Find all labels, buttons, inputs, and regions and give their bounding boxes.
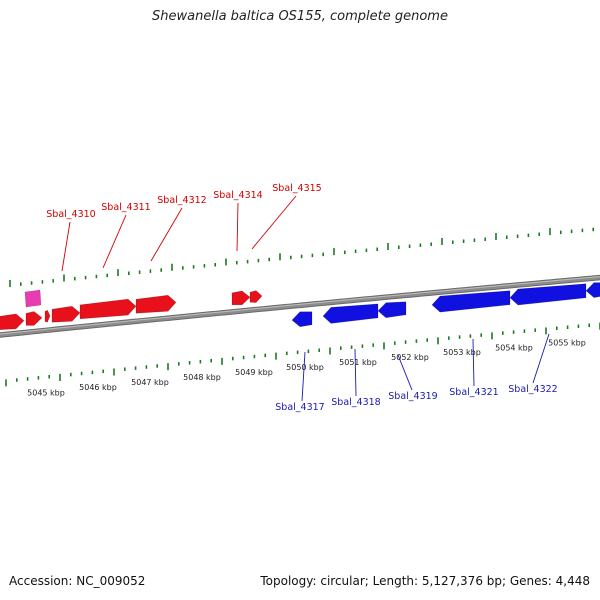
scale-label: 5047 kbp <box>131 378 169 387</box>
gene-label: Sbal_4322 <box>508 384 557 395</box>
backbone-line <box>0 275 600 337</box>
gene-label: Sbal_4310 <box>46 209 95 220</box>
inner-tick-track <box>5 322 600 387</box>
scale-label: 5046 kbp <box>79 383 117 392</box>
leader-line <box>472 338 475 387</box>
forward-gene-arrow <box>249 290 263 303</box>
label-leader-lines <box>61 195 550 402</box>
gene-label: Sbal_4312 <box>157 195 206 206</box>
scale-label: 5045 kbp <box>27 388 65 397</box>
leader-line <box>251 195 297 250</box>
forward-gene-arrow <box>79 298 137 320</box>
leader-line <box>354 348 357 397</box>
leader-line <box>301 351 306 402</box>
forward-gene-arrow <box>51 305 81 323</box>
reverse-gene-arrow <box>509 283 587 306</box>
forward-gene-arrow <box>135 294 177 314</box>
reverse-gene-arrow <box>377 301 407 319</box>
gene-label: Sbal_4315 <box>272 183 321 194</box>
leader-line <box>61 221 71 272</box>
other-feature-box <box>24 289 42 308</box>
reverse-gene-arrow <box>322 303 379 324</box>
scale-label: 5048 kbp <box>183 373 221 382</box>
forward-gene-arrow <box>231 290 251 306</box>
gene-features <box>0 282 600 331</box>
leader-line <box>532 333 550 384</box>
outer-tick-track <box>9 227 595 287</box>
forward-gene-arrow <box>44 309 51 323</box>
scale-labels: 5045 kbp 5046 kbp 5047 kbp 5048 kbp 5049 kbp… <box>27 339 586 398</box>
map-title: Shewanella baltica OS155, complete genom… <box>152 9 448 24</box>
scale-label: 5054 kbp <box>495 343 533 352</box>
scale-label: 5055 kbp <box>548 339 586 348</box>
gene-label: Sbal_4314 <box>213 190 262 201</box>
forward-gene-arrow <box>25 311 43 326</box>
leader-line <box>102 214 127 269</box>
scale-label: 5050 kbp <box>286 363 324 372</box>
gene-label: Sbal_4319 <box>388 391 437 402</box>
scale-label: 5052 kbp <box>391 353 429 362</box>
reverse-gene-arrow <box>291 311 313 328</box>
leader-line <box>150 207 183 262</box>
leader-line <box>236 202 239 252</box>
gene-label: Sbal_4321 <box>449 387 498 398</box>
scale-label: 5049 kbp <box>235 368 273 377</box>
gene-labels: Sbal_4310 Sbal_4311 Sbal_4312 Sbal_4314 Sbal… <box>46 183 557 413</box>
backbone-highlight <box>0 276 600 335</box>
gene-label: Sbal_4317 <box>275 402 324 413</box>
scale-label: 5053 kbp <box>443 348 481 357</box>
reverse-gene-arrow <box>431 290 511 313</box>
gene-label: Sbal_4311 <box>101 202 150 213</box>
forward-gene-arrow <box>0 313 25 331</box>
accession-label: Accession: NC_009052 <box>9 574 146 588</box>
genome-summary: Topology: circular; Length: 5,127,376 bp… <box>260 574 590 588</box>
reverse-gene-arrow <box>585 282 600 298</box>
genome-backbone <box>0 274 600 338</box>
gene-label: Sbal_4318 <box>331 397 380 408</box>
scale-label: 5051 kbp <box>339 358 377 367</box>
leader-line <box>397 354 413 391</box>
